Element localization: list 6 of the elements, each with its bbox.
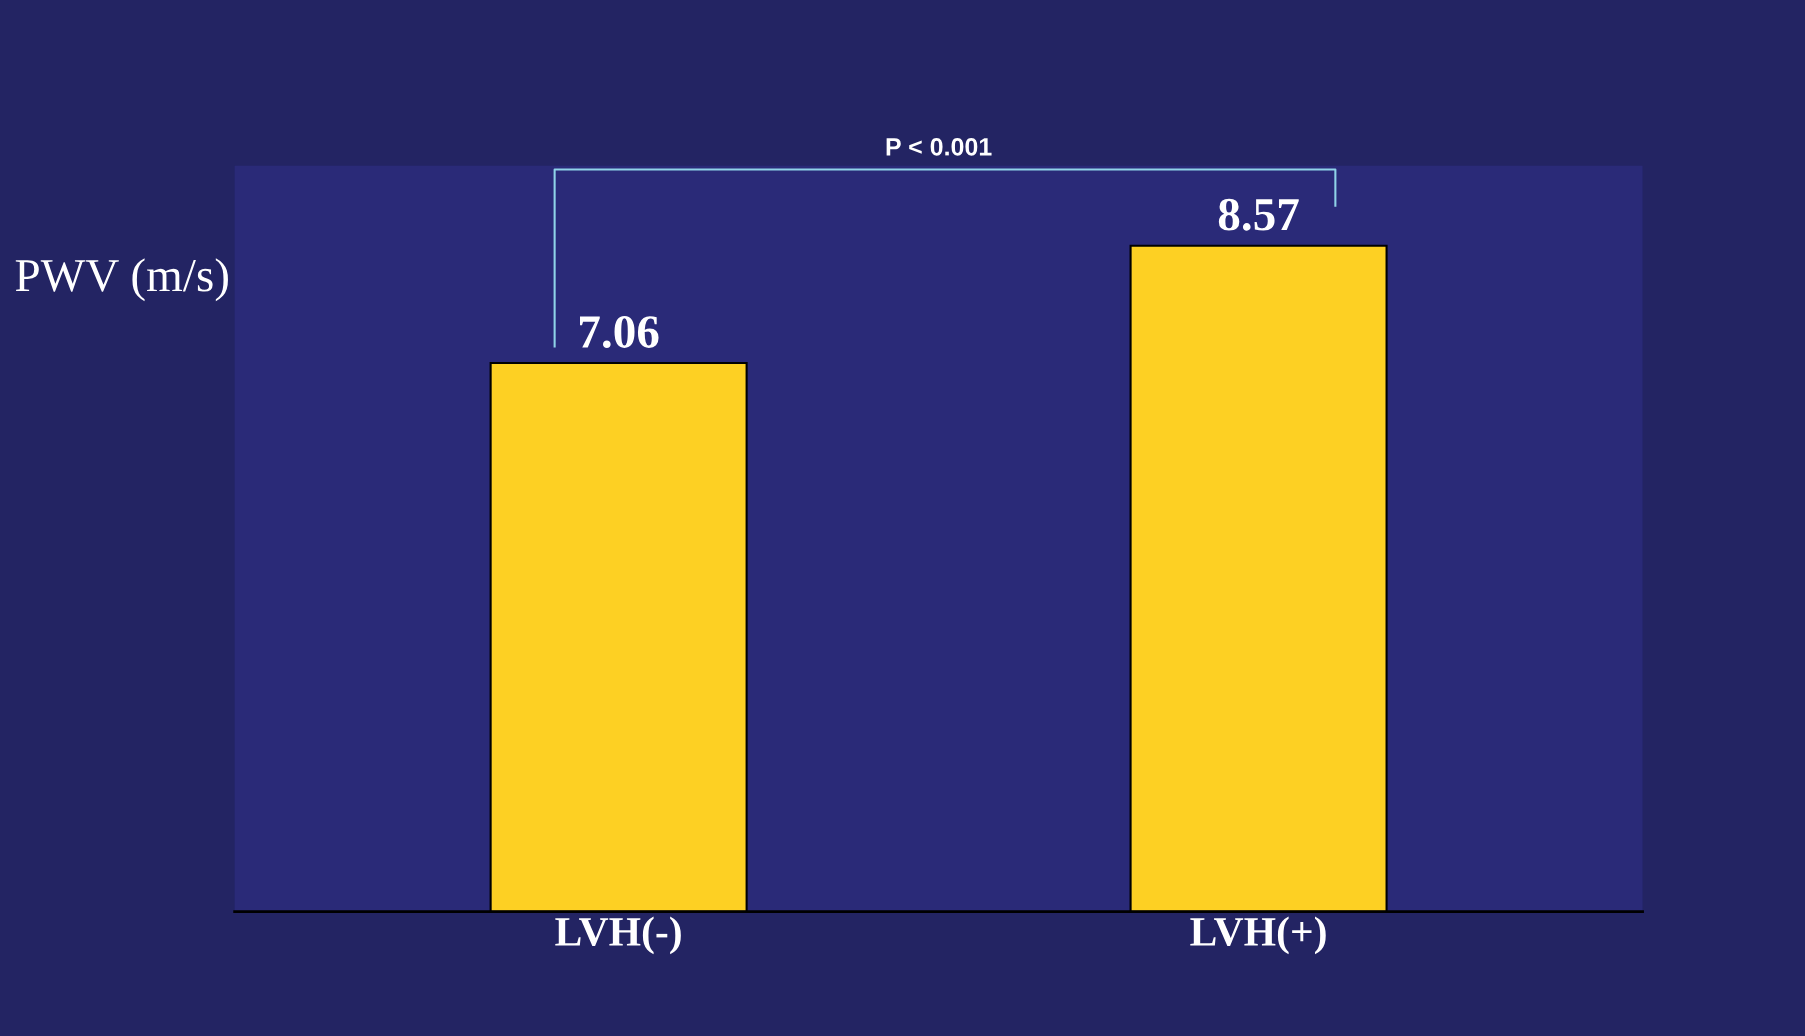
data-label: 7.06: [580, 316, 659, 349]
text: P < 0.001: [886, 137, 992, 156]
x-tick-label: LVH(-): [555, 916, 681, 955]
data-label: 8.57: [1218, 198, 1299, 231]
x-tick-label: LVH(+): [1190, 916, 1326, 955]
y-axis-title: PWV (m/s): [15, 258, 228, 302]
